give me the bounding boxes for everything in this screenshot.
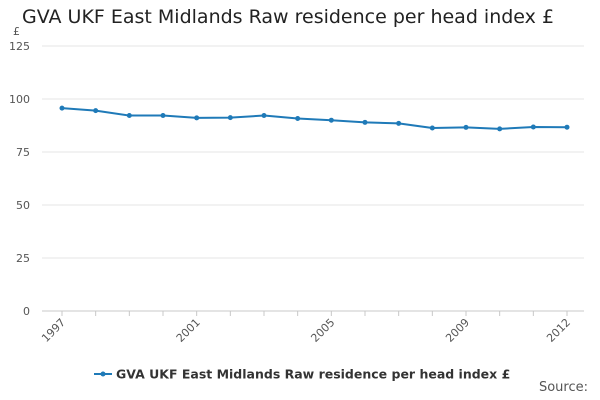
data-point[interactable]	[497, 126, 503, 132]
y-tick-label: 125	[9, 40, 30, 53]
source-label: Source:	[538, 380, 588, 395]
data-point[interactable]	[396, 120, 402, 126]
data-point[interactable]	[227, 115, 233, 121]
data-point[interactable]	[126, 113, 132, 119]
series-line	[61, 107, 568, 130]
data-point[interactable]	[463, 124, 469, 130]
data-point[interactable]	[160, 113, 166, 119]
y-axis-label: £	[13, 25, 20, 38]
data-point[interactable]	[362, 119, 368, 125]
legend-label: GVA UKF East Midlands Raw residence per …	[116, 367, 510, 382]
data-point[interactable]	[530, 124, 536, 130]
y-tick-label: 75	[16, 146, 30, 159]
data-point[interactable]	[564, 124, 570, 130]
grid-lines	[42, 45, 584, 259]
data-point[interactable]	[261, 113, 267, 119]
data-point[interactable]	[295, 116, 301, 122]
x-tick-label: 2012	[544, 316, 573, 345]
x-tick-label: 1997	[39, 316, 68, 345]
y-tick-label: 50	[16, 199, 30, 212]
x-tick-label: 2001	[174, 316, 203, 345]
data-point[interactable]	[429, 125, 435, 131]
y-tick-label: 0	[23, 305, 30, 318]
data-point[interactable]	[59, 105, 65, 111]
y-tick-label: 100	[9, 93, 30, 106]
y-tick-labels: 0 25 50 75 100 125	[9, 40, 30, 318]
data-point[interactable]	[194, 115, 200, 121]
legend[interactable]: GVA UKF East Midlands Raw residence per …	[94, 367, 510, 382]
data-point[interactable]	[328, 117, 334, 123]
x-tick-label: 2005	[308, 316, 337, 345]
x-tick-marks	[61, 311, 568, 316]
y-tick-label: 25	[16, 252, 30, 265]
data-point[interactable]	[93, 108, 99, 114]
chart-title: GVA UKF East Midlands Raw residence per …	[22, 6, 555, 28]
x-tick-label: 2009	[443, 316, 472, 345]
series	[59, 105, 570, 132]
legend-swatch-marker	[100, 371, 106, 377]
x-tick-labels: 1997 2001 2005 2009 2012	[39, 316, 573, 345]
